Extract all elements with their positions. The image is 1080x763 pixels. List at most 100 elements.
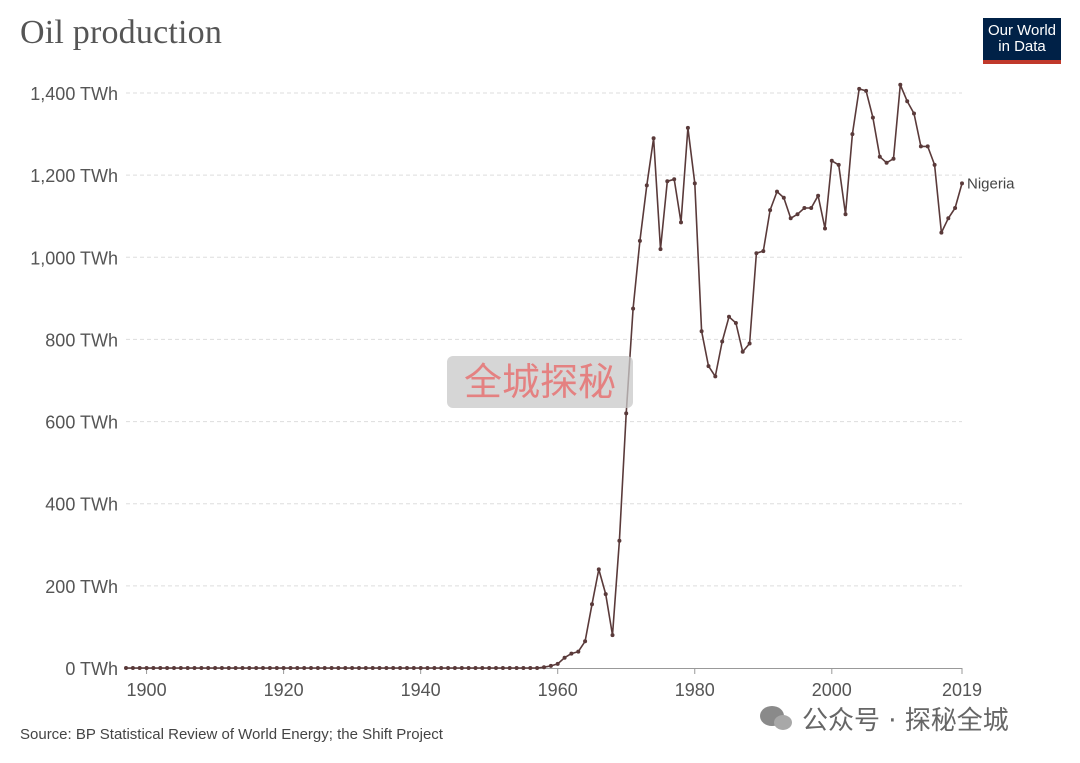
data-point[interactable] bbox=[891, 156, 896, 161]
data-point[interactable] bbox=[672, 177, 677, 182]
data-point[interactable] bbox=[864, 88, 869, 93]
data-point[interactable] bbox=[925, 144, 930, 149]
data-point[interactable] bbox=[185, 666, 190, 670]
data-point[interactable] bbox=[720, 339, 725, 344]
data-point[interactable] bbox=[816, 193, 821, 198]
data-point[interactable] bbox=[713, 374, 718, 379]
data-point[interactable] bbox=[288, 666, 293, 670]
data-point[interactable] bbox=[165, 666, 170, 670]
data-point[interactable] bbox=[699, 329, 704, 334]
data-point[interactable] bbox=[569, 651, 574, 656]
data-point[interactable] bbox=[124, 666, 128, 670]
data-point[interactable] bbox=[692, 181, 697, 186]
data-point[interactable] bbox=[548, 663, 553, 668]
data-point[interactable] bbox=[651, 136, 656, 141]
data-point[interactable] bbox=[144, 666, 149, 670]
data-point[interactable] bbox=[685, 125, 690, 130]
data-point[interactable] bbox=[398, 666, 403, 670]
data-point[interactable] bbox=[747, 341, 752, 346]
data-point[interactable] bbox=[658, 247, 663, 252]
data-point[interactable] bbox=[535, 666, 540, 670]
data-point[interactable] bbox=[843, 212, 848, 217]
data-point[interactable] bbox=[781, 195, 786, 200]
data-point[interactable] bbox=[302, 666, 307, 670]
data-point[interactable] bbox=[322, 666, 327, 670]
data-point[interactable] bbox=[274, 666, 279, 670]
data-point[interactable] bbox=[315, 666, 320, 670]
data-point[interactable] bbox=[432, 666, 437, 670]
data-point[interactable] bbox=[706, 364, 711, 369]
data-point[interactable] bbox=[178, 666, 183, 670]
data-point[interactable] bbox=[425, 666, 430, 670]
data-point[interactable] bbox=[637, 238, 642, 243]
data-point[interactable] bbox=[850, 132, 855, 137]
data-point[interactable] bbox=[439, 666, 444, 670]
data-point[interactable] bbox=[624, 411, 629, 416]
data-point[interactable] bbox=[603, 592, 608, 597]
data-point[interactable] bbox=[918, 144, 923, 149]
data-point[interactable] bbox=[411, 666, 416, 670]
data-point[interactable] bbox=[795, 212, 800, 217]
data-point[interactable] bbox=[555, 661, 560, 666]
data-point[interactable] bbox=[357, 666, 361, 670]
data-point[interactable] bbox=[768, 208, 773, 213]
data-point[interactable] bbox=[199, 666, 204, 670]
data-point[interactable] bbox=[960, 181, 964, 186]
data-point[interactable] bbox=[213, 666, 218, 670]
data-point[interactable] bbox=[233, 666, 238, 670]
data-point[interactable] bbox=[500, 666, 505, 670]
data-point[interactable] bbox=[877, 154, 882, 159]
data-point[interactable] bbox=[459, 666, 464, 670]
data-point[interactable] bbox=[733, 321, 738, 325]
data-point[interactable] bbox=[788, 216, 793, 221]
data-point[interactable] bbox=[528, 666, 533, 670]
data-point[interactable] bbox=[363, 666, 368, 670]
data-point[interactable] bbox=[562, 655, 567, 660]
data-point[interactable] bbox=[281, 666, 286, 670]
data-point[interactable] bbox=[261, 666, 265, 670]
data-point[interactable] bbox=[644, 183, 649, 188]
data-point[interactable] bbox=[240, 666, 245, 670]
data-point[interactable] bbox=[576, 649, 581, 654]
data-point[interactable] bbox=[507, 666, 512, 670]
data-point[interactable] bbox=[295, 666, 300, 670]
data-point[interactable] bbox=[905, 99, 910, 104]
data-point[interactable] bbox=[226, 666, 231, 670]
data-point[interactable] bbox=[391, 666, 396, 670]
data-point[interactable] bbox=[610, 633, 615, 638]
data-point[interactable] bbox=[370, 666, 375, 670]
data-point[interactable] bbox=[946, 216, 951, 221]
data-point[interactable] bbox=[542, 665, 546, 670]
data-point[interactable] bbox=[884, 160, 889, 165]
data-point[interactable] bbox=[829, 158, 834, 163]
data-point[interactable] bbox=[452, 666, 457, 670]
data-point[interactable] bbox=[172, 666, 176, 670]
data-point[interactable] bbox=[939, 230, 944, 235]
data-point[interactable] bbox=[809, 206, 814, 210]
data-point[interactable] bbox=[130, 666, 135, 670]
data-point[interactable] bbox=[247, 666, 252, 670]
data-point[interactable] bbox=[480, 666, 485, 670]
data-point[interactable] bbox=[631, 306, 636, 311]
data-point[interactable] bbox=[137, 666, 142, 670]
data-point[interactable] bbox=[487, 666, 492, 670]
data-point[interactable] bbox=[219, 666, 224, 670]
data-point[interactable] bbox=[590, 602, 594, 607]
data-point[interactable] bbox=[350, 666, 355, 670]
owid-logo[interactable]: Our World in Data bbox=[983, 18, 1061, 64]
data-point[interactable] bbox=[898, 82, 903, 87]
data-point[interactable] bbox=[953, 206, 958, 210]
data-point[interactable] bbox=[617, 538, 622, 543]
data-point[interactable] bbox=[267, 666, 272, 670]
data-point[interactable] bbox=[466, 666, 471, 670]
data-point[interactable] bbox=[870, 115, 875, 120]
data-point[interactable] bbox=[802, 206, 807, 210]
data-point[interactable] bbox=[343, 666, 348, 670]
data-point[interactable] bbox=[521, 666, 526, 670]
data-point[interactable] bbox=[446, 666, 451, 670]
data-point[interactable] bbox=[775, 189, 779, 194]
data-point[interactable] bbox=[823, 226, 827, 231]
data-point[interactable] bbox=[761, 249, 766, 254]
data-point[interactable] bbox=[329, 666, 334, 670]
data-point[interactable] bbox=[151, 666, 156, 670]
